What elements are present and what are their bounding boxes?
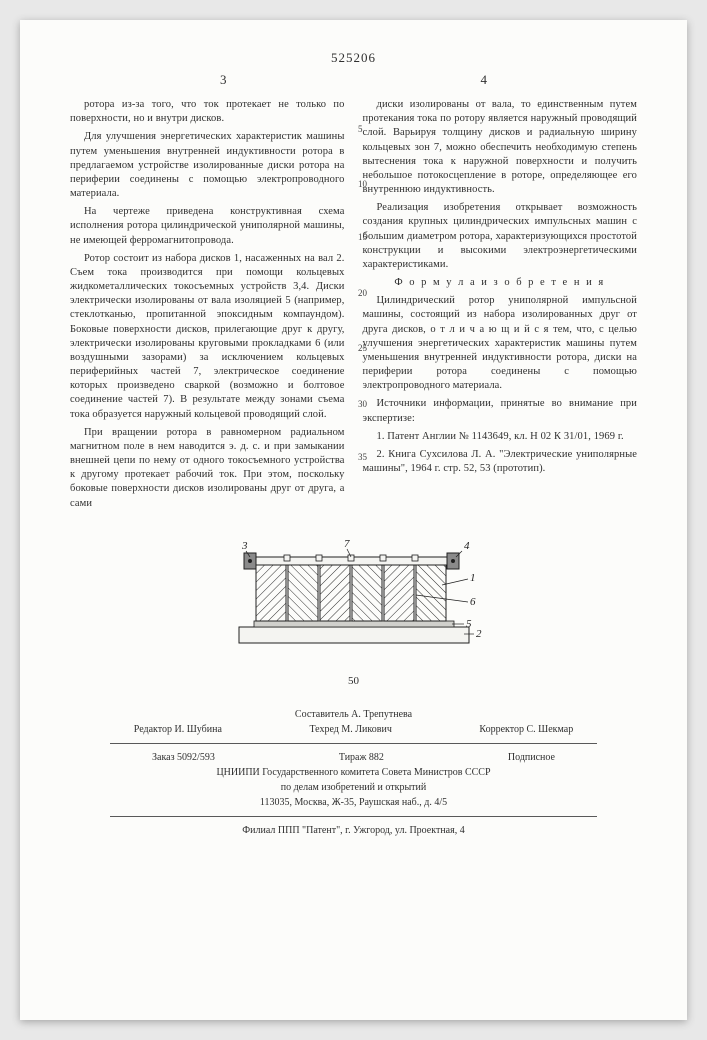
paragraph: На чертеже приведена конструктивная схем…	[70, 205, 345, 248]
line-marker: 15	[358, 233, 367, 242]
paragraph: 1. Патент Англии № 1143649, кл. Н 02 К 3…	[363, 430, 638, 444]
svg-text:7: 7	[344, 538, 350, 550]
svg-text:5: 5	[466, 618, 472, 630]
formula-heading: Ф о р м у л а и з о б р е т е н и я	[363, 276, 638, 290]
editor: Редактор И. Шубина	[134, 722, 222, 737]
svg-text:3: 3	[241, 540, 248, 552]
org-line: ЦНИИПИ Государственного комитета Совета …	[70, 765, 637, 780]
svg-text:1: 1	[470, 572, 476, 584]
page-num-left: 3	[220, 72, 227, 88]
column-right: диски изолированы от вала, то единственн…	[363, 98, 638, 515]
technical-drawing: 3 7 4 1 6 2 5	[184, 535, 524, 665]
corrector: Корректор С. Шекмар	[479, 722, 573, 737]
line-marker: 10	[358, 180, 367, 189]
address-line: Филиал ППП "Патент", г. Ужгород, ул. Про…	[70, 823, 637, 838]
podpisnoe: Подписное	[508, 750, 555, 765]
svg-text:4: 4	[464, 540, 470, 552]
line-marker: 30	[358, 400, 367, 409]
paragraph: Ротор состоит из набора дисков 1, насаже…	[70, 252, 345, 422]
paragraph: ротора из-за того, что ток протекает не …	[70, 98, 345, 126]
svg-text:2: 2	[476, 628, 482, 640]
svg-text:6: 6	[470, 596, 476, 608]
org-line: по делам изобретений и открытий	[70, 780, 637, 795]
paragraph: 2. Книга Сухсилова Л. А. "Электрические …	[363, 448, 638, 476]
paragraph: При вращении ротора в равномерном радиал…	[70, 426, 345, 511]
column-left: ротора из-за того, что ток протекает не …	[70, 98, 345, 515]
line-marker: 35	[358, 453, 367, 462]
line-marker: 20	[358, 289, 367, 298]
paragraph: диски изолированы от вала, то единственн…	[363, 98, 638, 197]
page-num-right: 4	[481, 72, 488, 88]
paragraph: Реализация изобретения открывает возможн…	[363, 201, 638, 272]
imprint-footer: Составитель А. Трепутнева Редактор И. Шу…	[70, 707, 637, 838]
paragraph: Источники информации, принятые во вниман…	[363, 397, 638, 425]
line-marker: 5	[358, 125, 363, 134]
paragraph: Цилиндрический ротор униполярной импульс…	[363, 294, 638, 393]
line-marker: 25	[358, 344, 367, 353]
paragraph: Для улучшения энергетических характерист…	[70, 130, 345, 201]
order-number: Заказ 5092/593	[152, 750, 215, 765]
tech-editor: Техред М. Ликович	[309, 722, 391, 737]
compiler-line: Составитель А. Трепутнева	[70, 707, 637, 722]
address-line: 113035, Москва, Ж-35, Раушская наб., д. …	[70, 795, 637, 810]
line-marker-bottom: 50	[70, 675, 637, 687]
tirazh: Тираж 882	[339, 750, 384, 765]
patent-number: 525206	[70, 50, 637, 66]
